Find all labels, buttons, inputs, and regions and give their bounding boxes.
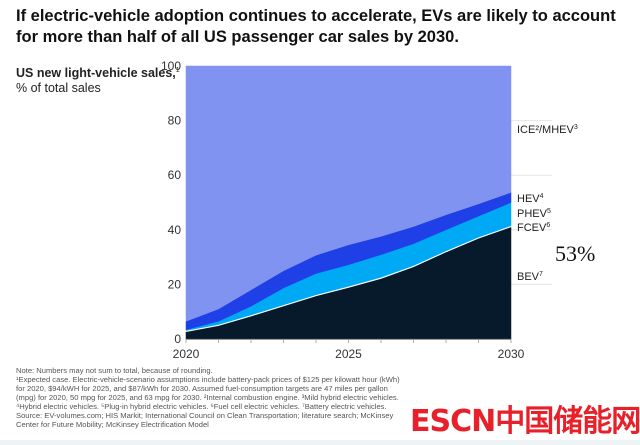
legend-label: HEV4: [517, 193, 544, 205]
watermark-logo: ESCN中国储能网: [410, 404, 640, 439]
source: Source: EV-volumes.com; HIS Markit; Inte…: [16, 411, 394, 429]
y-axis-label-title: US new light-vehicle sales,: [16, 66, 176, 81]
legend-label: FCEV6: [517, 222, 550, 234]
y-tick-label: 100: [161, 59, 181, 73]
legend-label: PHEV5: [517, 208, 551, 220]
x-tick-label: 2020: [173, 347, 200, 361]
y-axis-unit: % of total sales: [16, 81, 101, 96]
x-tick-label: 2030: [498, 347, 525, 361]
chart-title: If electric-vehicle adoption continues t…: [16, 7, 616, 46]
divider: [0, 440, 640, 445]
y-tick-label: 0: [174, 332, 181, 346]
y-tick-label: 20: [168, 277, 182, 291]
y-tick-label: 40: [168, 223, 182, 237]
callout-value: 53%: [555, 241, 596, 266]
area-ice-mhev: [185, 65, 512, 322]
y-tick-label: 60: [168, 168, 182, 182]
x-tick-label: 2025: [335, 347, 362, 361]
footnote-definitions: ¹Expected case. Electric-vehicle-scenari…: [16, 375, 400, 411]
legend-label: BEV7: [517, 271, 543, 283]
note: Note: Numbers may not sum to total, beca…: [16, 366, 213, 375]
footnotes: Note: Numbers may not sum to total, beca…: [16, 366, 402, 429]
y-axis-label: US new light-vehicle sales,1 % of total …: [16, 63, 180, 96]
footnote-ref: 1: [175, 67, 180, 74]
y-tick-label: 80: [168, 114, 182, 128]
legend-label: ICE²/MHEV3: [517, 124, 578, 136]
